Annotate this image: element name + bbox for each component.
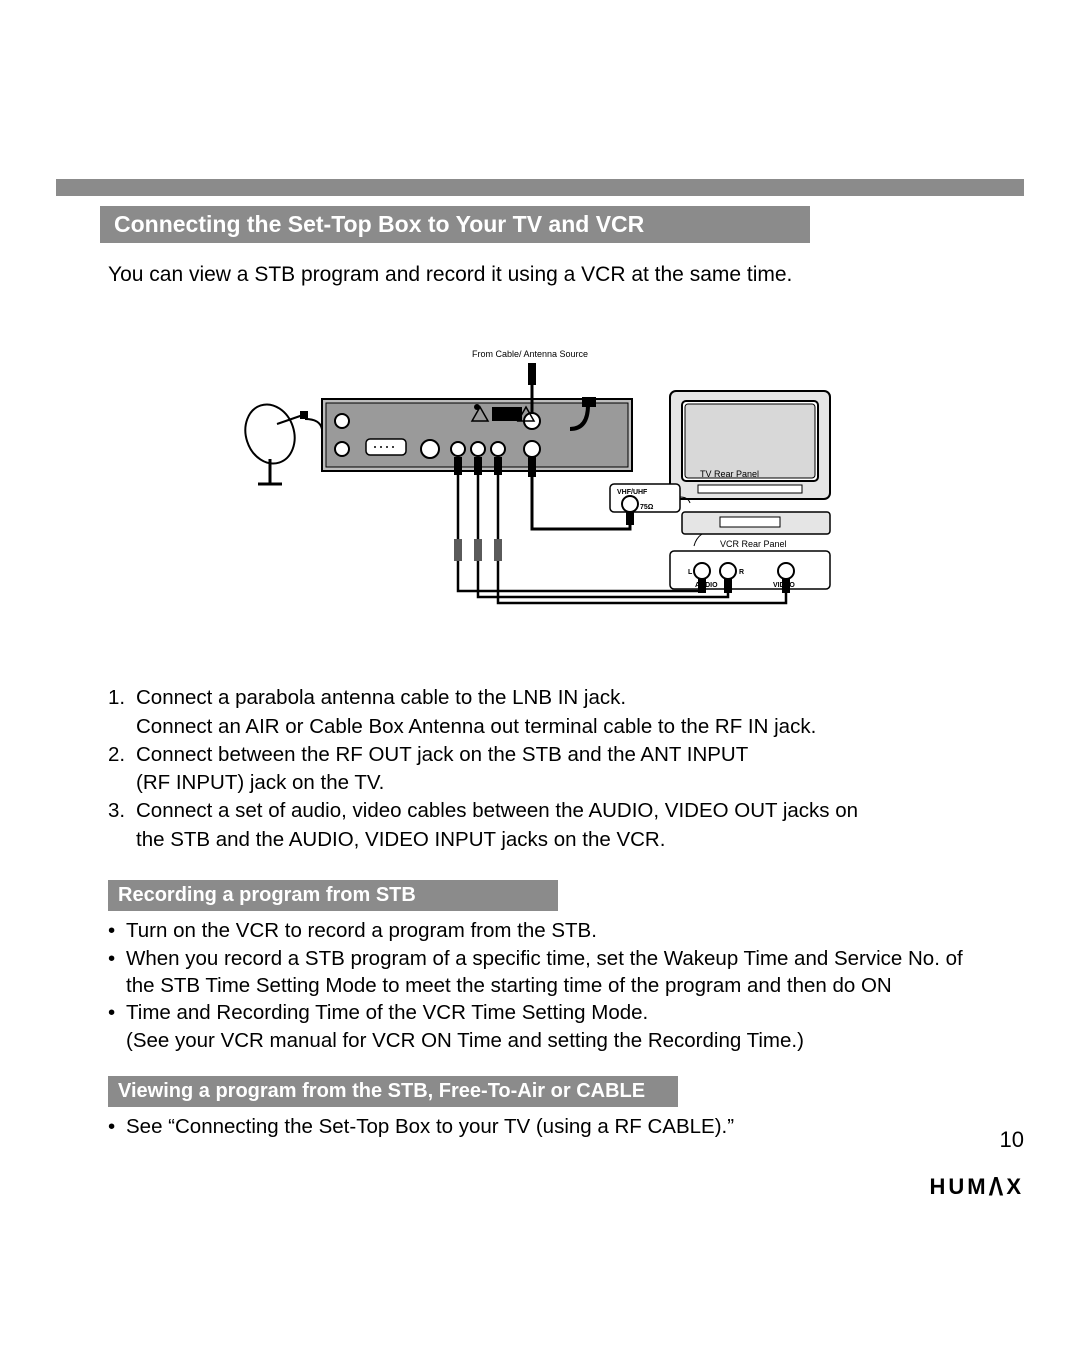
vcr-rear-panel <box>682 512 830 534</box>
svg-text:VHF/UHF: VHF/UHF <box>617 489 648 496</box>
viewing-header: Viewing a program from the STB, Free-To-… <box>108 1076 678 1107</box>
page-number: 10 <box>1000 1127 1024 1153</box>
vcr-rear-label: VCR Rear Panel <box>720 539 787 549</box>
viewing-bullets: •See “Connecting the Set-Top Box to your… <box>108 1113 980 1140</box>
top-grey-bar <box>56 179 1024 196</box>
source-label: From Cable/ Antenna Source <box>472 349 588 359</box>
tv-rear-label: TV Rear Panel <box>700 469 759 479</box>
recording-header: Recording a program from STB <box>108 880 558 911</box>
satellite-dish-icon <box>238 398 308 484</box>
svg-text:L: L <box>688 569 693 576</box>
page-content: Connecting the Set-Top Box to Your TV an… <box>100 206 980 1155</box>
step-2: 2. Connect between the RF OUT jack on th… <box>108 741 980 798</box>
diagram-svg: TV Rear Panel VHF/UHF 75Ω VCR Rear Panel <box>230 329 850 639</box>
intro-text: You can view a STB program and record it… <box>108 261 980 289</box>
svg-text:R: R <box>739 569 744 576</box>
tv-antenna-input: VHF/UHF 75Ω <box>610 484 680 512</box>
brand-logo: HUMΛX <box>930 1174 1024 1200</box>
recording-bullets: •Turn on the VCR to record a program fro… <box>108 917 980 1054</box>
numbered-steps: 1. Connect a parabola antenna cable to t… <box>108 684 980 854</box>
section-title: Connecting the Set-Top Box to Your TV an… <box>114 211 644 237</box>
vcr-av-jacks: L R AUDIO VIDEO <box>670 551 830 589</box>
step-3: 3. Connect a set of audio, video cables … <box>108 797 980 854</box>
step-1: 1. Connect a parabola antenna cable to t… <box>108 684 980 741</box>
section-title-bar: Connecting the Set-Top Box to Your TV an… <box>100 206 810 243</box>
wiring-diagram: TV Rear Panel VHF/UHF 75Ω VCR Rear Panel <box>100 329 980 644</box>
tv-icon <box>670 391 830 499</box>
svg-text:75Ω: 75Ω <box>640 504 654 511</box>
